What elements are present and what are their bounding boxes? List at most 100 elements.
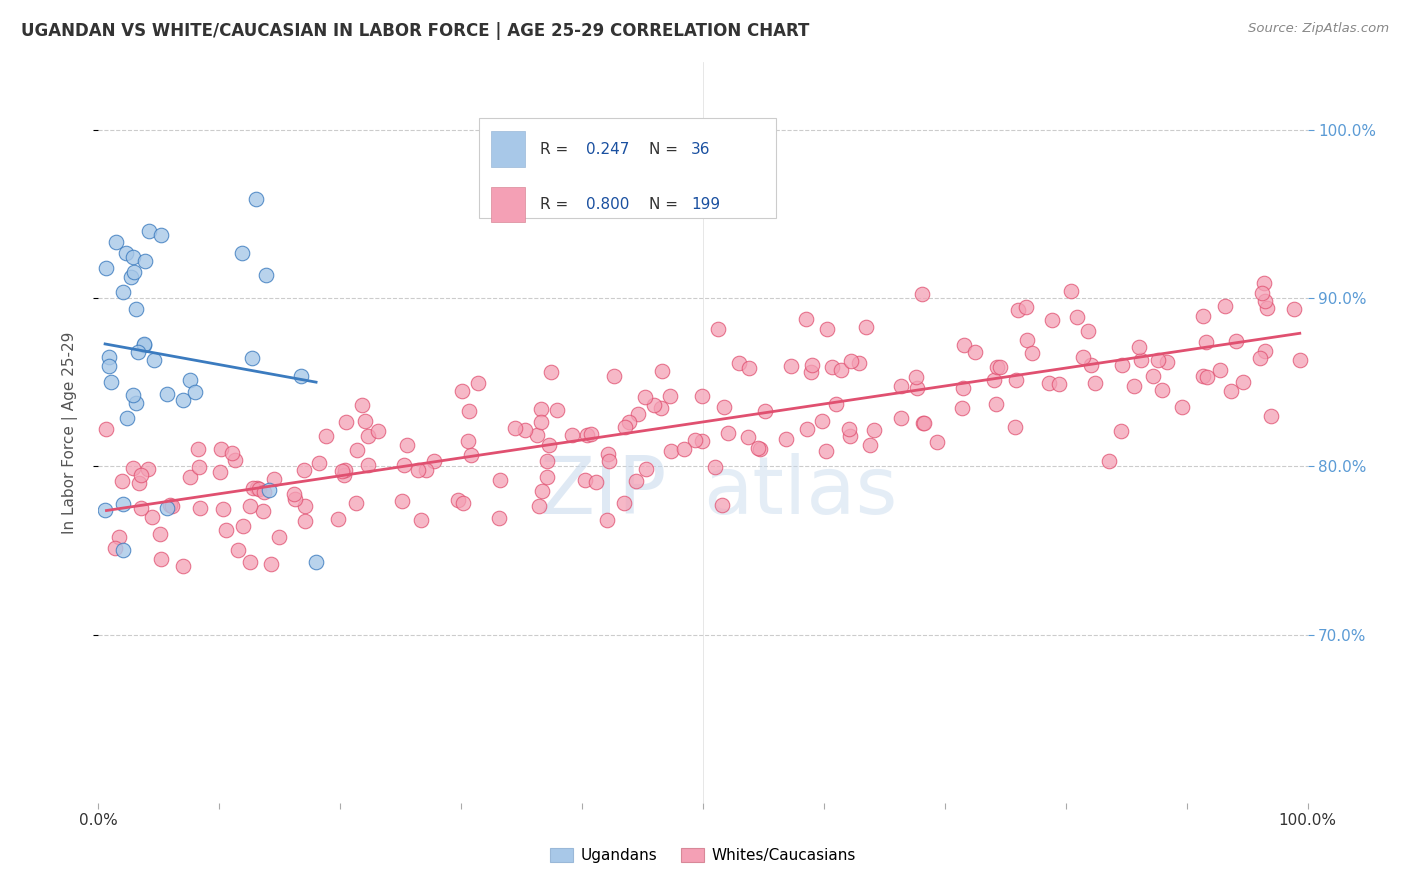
Point xyxy=(125,395,148,409)
Point xyxy=(585,475,607,490)
Point xyxy=(1232,375,1254,389)
Point xyxy=(335,416,357,430)
Point xyxy=(283,487,305,501)
Point xyxy=(596,512,619,526)
Point xyxy=(529,499,551,513)
Point xyxy=(728,356,751,370)
Point xyxy=(1066,310,1088,325)
Text: N =: N = xyxy=(648,142,682,157)
Point xyxy=(1129,353,1152,368)
Point xyxy=(254,268,277,282)
Point xyxy=(188,459,211,474)
Point xyxy=(1288,352,1310,367)
Point xyxy=(104,541,127,556)
Point xyxy=(800,365,823,379)
Point xyxy=(927,435,949,450)
Point xyxy=(1192,368,1215,383)
Point xyxy=(596,448,619,462)
Y-axis label: In Labor Force | Age 25-29: In Labor Force | Age 25-29 xyxy=(62,332,77,533)
Point xyxy=(1194,335,1216,350)
Point xyxy=(120,269,142,284)
Point xyxy=(353,415,375,429)
Point xyxy=(208,466,231,480)
Text: 0.800: 0.800 xyxy=(586,197,628,212)
Point xyxy=(224,452,246,467)
Point xyxy=(138,223,160,237)
Point xyxy=(658,389,681,403)
Point xyxy=(333,463,356,477)
Point xyxy=(537,438,560,452)
Point xyxy=(574,473,596,487)
Legend: Ugandans, Whites/Caucasians: Ugandans, Whites/Caucasians xyxy=(544,842,862,869)
Point xyxy=(950,401,973,416)
Point xyxy=(952,338,974,352)
Point xyxy=(1192,310,1215,324)
Point xyxy=(598,453,620,467)
Point xyxy=(187,442,209,456)
Point xyxy=(839,429,862,443)
Point xyxy=(1219,384,1241,398)
Point xyxy=(1128,340,1150,354)
Point xyxy=(252,504,274,518)
Point xyxy=(561,428,583,442)
Point xyxy=(800,358,823,372)
Point xyxy=(627,407,650,421)
Point xyxy=(128,475,150,490)
Point xyxy=(634,390,657,404)
Point xyxy=(447,492,470,507)
Point xyxy=(211,442,233,456)
Point xyxy=(1080,358,1102,372)
Text: 0.247: 0.247 xyxy=(586,142,628,157)
Point xyxy=(952,381,974,395)
Point xyxy=(294,514,316,528)
Point xyxy=(423,454,446,468)
Point xyxy=(179,373,201,387)
Point xyxy=(650,401,672,415)
Point xyxy=(624,474,647,488)
Point xyxy=(352,398,374,412)
Point xyxy=(221,445,243,459)
Point xyxy=(356,429,378,443)
Point xyxy=(111,474,134,488)
Point xyxy=(100,375,122,389)
Point xyxy=(290,368,312,383)
Point xyxy=(530,416,553,430)
Point xyxy=(188,500,211,515)
Point xyxy=(683,433,706,447)
Point xyxy=(710,499,733,513)
Point xyxy=(149,527,172,541)
Point xyxy=(246,481,269,495)
Point xyxy=(1122,379,1144,393)
Text: 36: 36 xyxy=(690,142,710,157)
Point xyxy=(1249,351,1271,366)
Point xyxy=(1225,334,1247,348)
Point xyxy=(156,500,179,515)
Point xyxy=(576,428,599,442)
Point xyxy=(294,499,316,513)
Point xyxy=(1209,363,1232,377)
Point xyxy=(651,364,673,378)
Point xyxy=(125,301,148,316)
Point xyxy=(396,438,419,452)
Point xyxy=(830,363,852,377)
Point xyxy=(536,454,558,468)
Text: atlas: atlas xyxy=(703,453,897,531)
Point xyxy=(703,460,725,475)
Point xyxy=(716,425,738,440)
Point xyxy=(141,509,163,524)
Point xyxy=(1038,376,1060,390)
Point xyxy=(912,416,935,430)
Point xyxy=(890,379,912,393)
Point xyxy=(284,492,307,507)
Point xyxy=(409,513,432,527)
Point xyxy=(104,235,127,249)
Point xyxy=(1040,313,1063,327)
Point xyxy=(775,432,797,446)
Point xyxy=(754,404,776,418)
Point xyxy=(965,345,987,359)
Text: UGANDAN VS WHITE/CAUCASIAN IN LABOR FORCE | AGE 25-29 CORRELATION CHART: UGANDAN VS WHITE/CAUCASIAN IN LABOR FORC… xyxy=(21,22,810,40)
Point xyxy=(912,417,935,431)
Point xyxy=(132,337,155,351)
Text: R =: R = xyxy=(540,197,572,212)
Point xyxy=(1017,333,1039,347)
